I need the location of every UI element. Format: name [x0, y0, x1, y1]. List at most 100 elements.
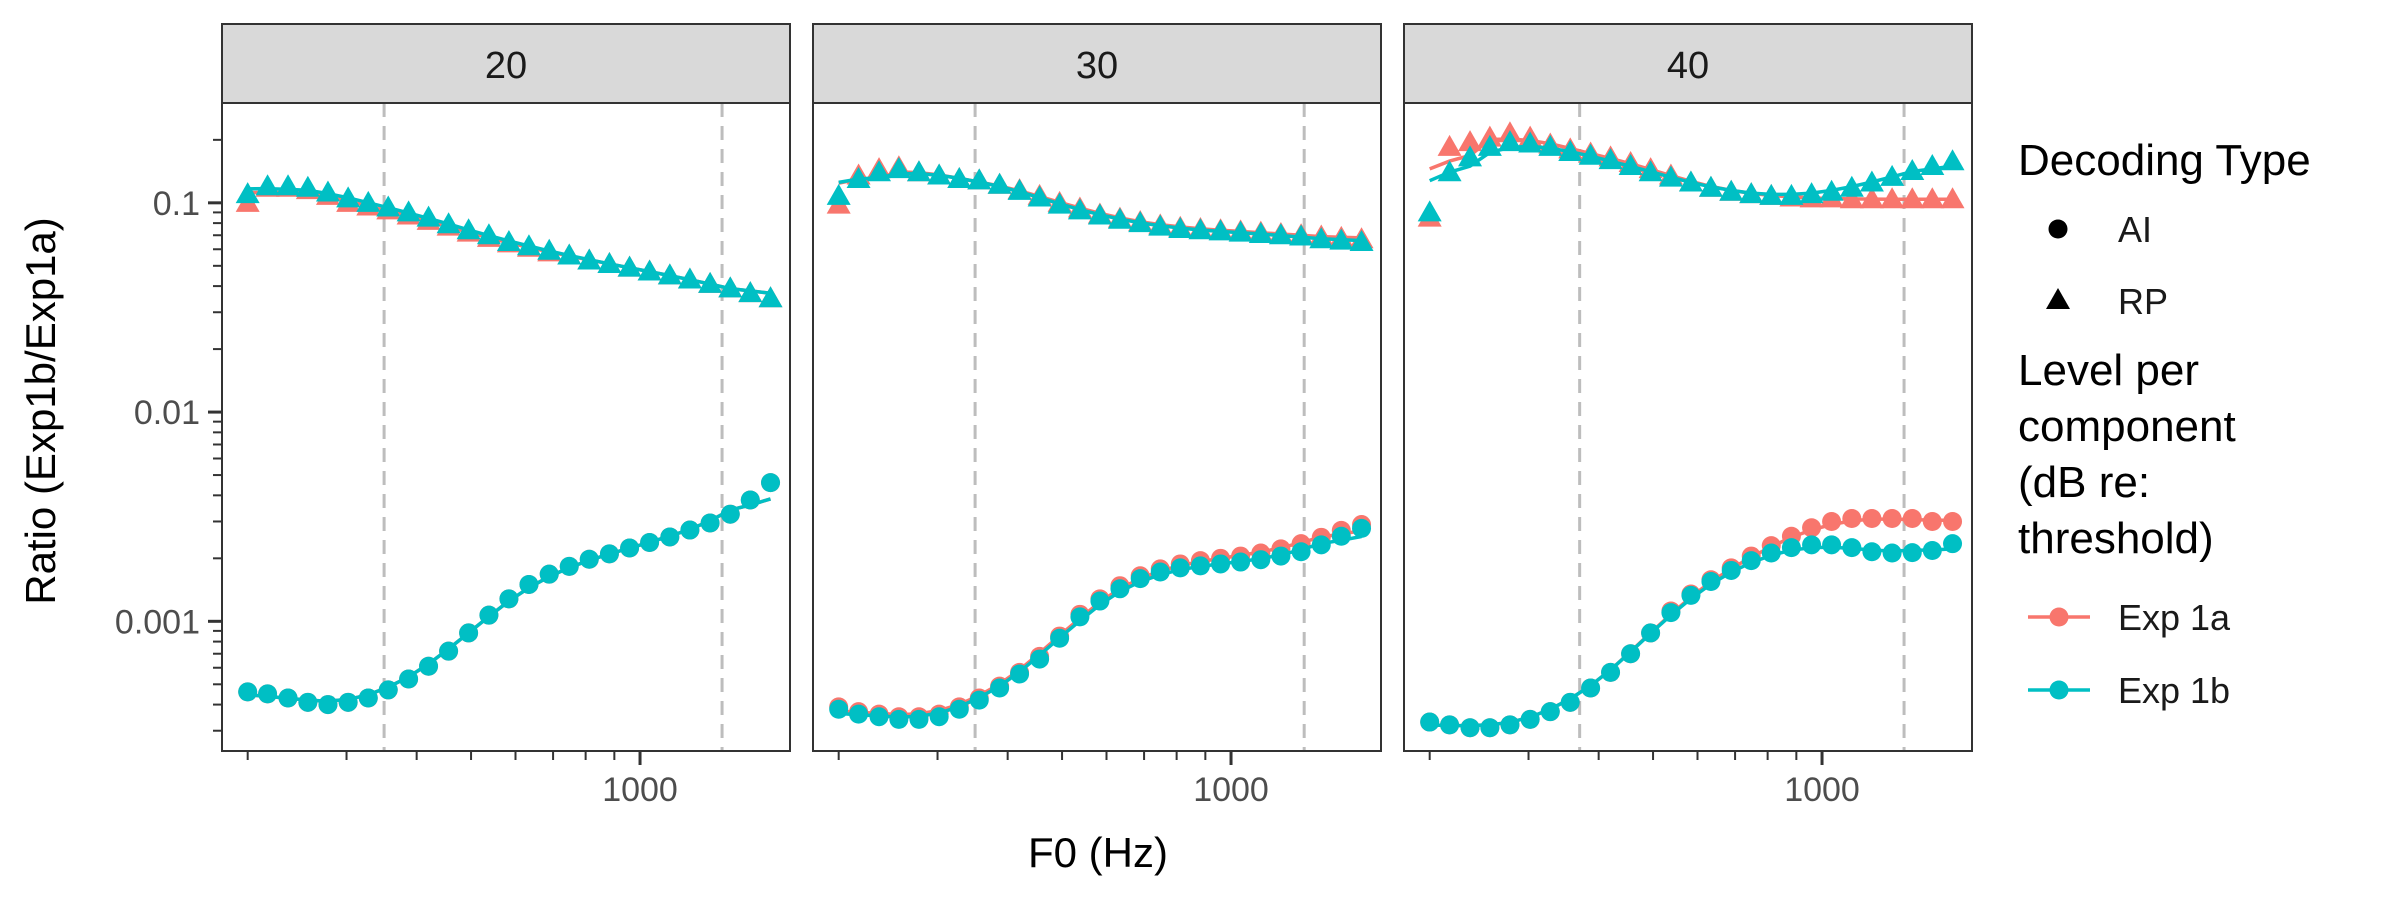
y-axis-title: Ratio (Exp1b/Exp1a) — [17, 217, 64, 605]
data-point — [1349, 229, 1374, 251]
data-point — [967, 168, 992, 190]
legend-title-decoding: Decoding Type — [2018, 136, 2311, 185]
data-point — [1839, 187, 1864, 209]
data-point — [599, 544, 619, 564]
data-point — [1842, 509, 1862, 529]
data-point — [1437, 134, 1462, 156]
data-point — [295, 175, 320, 197]
data-point — [1598, 148, 1623, 170]
series-exp1b-rp — [826, 157, 1374, 251]
data-point — [396, 200, 421, 222]
data-point — [1839, 175, 1864, 197]
data-point — [1799, 182, 1824, 204]
data-point — [929, 707, 949, 727]
data-point — [419, 656, 439, 676]
data-point — [1940, 187, 1965, 209]
strip-background — [1403, 23, 1973, 104]
data-point — [1251, 550, 1271, 570]
data-point — [720, 504, 740, 524]
data-point — [579, 549, 599, 569]
data-point — [640, 533, 660, 553]
data-point — [338, 692, 358, 712]
data-point — [537, 238, 562, 260]
data-point — [276, 174, 301, 196]
data-point — [1819, 179, 1844, 201]
data-point — [1698, 175, 1723, 197]
data-point — [1621, 644, 1641, 664]
data-point — [378, 680, 398, 700]
data-point — [1520, 709, 1540, 729]
data-point — [1862, 542, 1882, 562]
legend-key-circle — [2048, 219, 2068, 239]
legend-label: RP — [2118, 281, 2168, 322]
data-point — [1211, 554, 1231, 574]
data-point — [1497, 130, 1522, 152]
data-point — [1010, 664, 1030, 684]
data-point — [356, 190, 381, 212]
data-point — [826, 183, 851, 205]
data-point — [1228, 220, 1253, 242]
legend-key-point — [2049, 680, 2069, 700]
data-point — [1761, 543, 1781, 563]
data-point — [680, 520, 700, 540]
series-exp1b-rp — [1417, 130, 1965, 222]
data-point — [539, 564, 559, 584]
panel-background — [1404, 103, 1972, 751]
data-point — [987, 172, 1012, 194]
panel-40: 40 1000 — [1403, 23, 1973, 809]
data-point — [238, 682, 258, 702]
data-point — [1047, 192, 1072, 214]
data-point — [869, 707, 889, 727]
data-point — [1581, 678, 1601, 698]
data-point — [399, 669, 419, 689]
data-point — [1110, 579, 1130, 599]
data-point — [1902, 543, 1922, 563]
panels-layer: 20 1000 30 1000 40 1000 — [221, 23, 1973, 809]
panel-border — [812, 102, 1382, 752]
data-point — [1741, 551, 1761, 571]
data-point — [1560, 692, 1580, 712]
data-point — [1922, 511, 1942, 531]
legend-label: Exp 1b — [2118, 670, 2230, 711]
data-point — [1601, 662, 1621, 682]
data-point — [1231, 552, 1251, 572]
data-point — [1208, 219, 1233, 241]
data-point — [990, 678, 1010, 698]
data-point — [1779, 183, 1804, 205]
data-point — [1090, 591, 1110, 611]
data-point — [496, 229, 521, 251]
series-exp1b-ai — [829, 518, 1372, 729]
strip-label: 30 — [1076, 45, 1118, 87]
data-point — [617, 255, 642, 277]
data-point — [1802, 518, 1822, 538]
data-point — [1150, 562, 1170, 582]
data-point — [1781, 538, 1801, 558]
data-point — [1309, 227, 1334, 249]
data-point — [258, 684, 278, 704]
data-point — [1739, 182, 1764, 204]
data-point — [1641, 623, 1661, 643]
data-point — [1248, 221, 1273, 243]
data-point — [909, 709, 929, 729]
series-exp1b-ai — [1420, 534, 1963, 738]
data-point — [1291, 542, 1311, 562]
data-point — [1842, 538, 1862, 558]
data-point — [740, 490, 760, 510]
legend: Decoding Type AI RP Level per component (dB r… — [2018, 136, 2311, 711]
data-point — [1130, 569, 1150, 589]
data-point — [1943, 511, 1963, 531]
data-point — [1802, 535, 1822, 555]
data-point — [1460, 718, 1480, 738]
data-point — [1067, 198, 1092, 220]
data-point — [318, 695, 338, 715]
data-point — [718, 276, 743, 298]
data-point — [1538, 134, 1563, 156]
y-tick-label: 0.1 — [153, 185, 200, 223]
data-point — [499, 589, 519, 609]
data-point — [1168, 216, 1193, 238]
panel-30: 30 1000 — [812, 23, 1382, 809]
series-exp1b-ai — [238, 473, 781, 715]
data-point — [456, 218, 481, 240]
data-point — [660, 527, 680, 547]
